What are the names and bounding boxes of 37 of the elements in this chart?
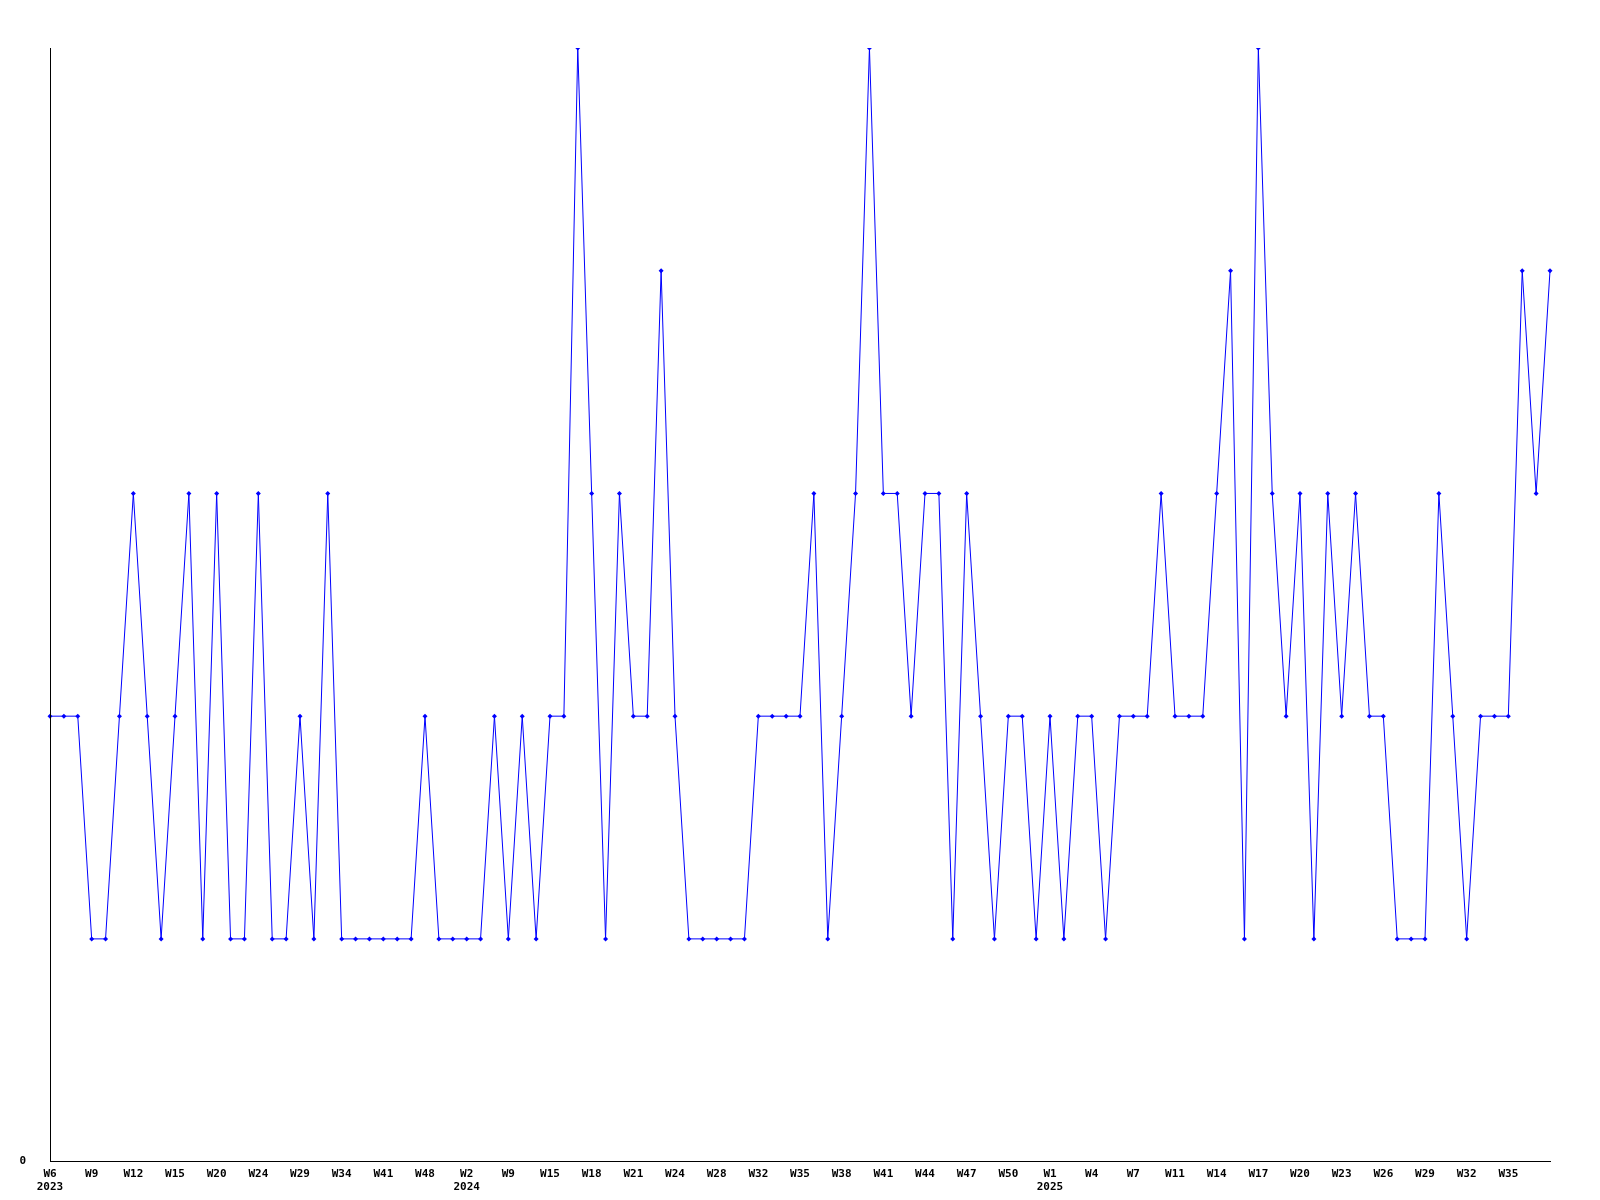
x-tick-label: W41: [873, 1167, 894, 1181]
x-tick-label: W23: [1331, 1167, 1352, 1181]
x-tick-label: W34: [331, 1167, 352, 1181]
text: 0: [19, 1154, 26, 1168]
x-tick-label: W44: [915, 1167, 936, 1181]
x-tick-label: W24: [248, 1167, 269, 1181]
x-tick-label: W35: [790, 1167, 810, 1181]
x-tick-label: W20: [1290, 1167, 1310, 1181]
x-tick-label: W17: [1248, 1167, 1269, 1181]
x-tick-label: W9: [85, 1167, 99, 1181]
x-tick-label: W12: [123, 1167, 144, 1181]
x-tick-label: W26: [1373, 1167, 1394, 1181]
x-tick-label: W24: [665, 1167, 686, 1181]
x-tick-label: W29: [290, 1167, 310, 1181]
x-tick-label: W32: [1456, 1167, 1477, 1181]
x-tick-label: W15: [540, 1167, 560, 1181]
x-tick-label: W50: [998, 1167, 1019, 1181]
x-tick-label: W15: [165, 1167, 185, 1181]
x-tick-label: W47: [956, 1167, 977, 1181]
x-tick-label: W20: [206, 1167, 227, 1181]
x-tick-label: W6 2023: [36, 1167, 64, 1194]
x-tick-label: W14: [1206, 1167, 1227, 1181]
x-tick-label: W18: [581, 1167, 602, 1181]
x-tick-label: W21: [623, 1167, 644, 1181]
x-tick-label: W29: [1415, 1167, 1435, 1181]
x-tick-label: W35: [1498, 1167, 1519, 1181]
x-tick-label: W48: [415, 1167, 435, 1181]
x-tick-label: W11: [1165, 1167, 1186, 1181]
x-tick-label: W2 2024: [453, 1167, 481, 1194]
x-tick-label: W28: [706, 1167, 727, 1181]
x-tick-label: W32: [748, 1167, 769, 1181]
x-tick-label: W41: [373, 1167, 394, 1181]
x-tick-label: W1 2025: [1036, 1167, 1064, 1194]
x-tick-label: W9: [501, 1167, 515, 1181]
x-tick-label: W7: [1126, 1167, 1140, 1181]
x-tick-label: W4: [1085, 1167, 1099, 1181]
x-tick-label: W38: [831, 1167, 852, 1181]
